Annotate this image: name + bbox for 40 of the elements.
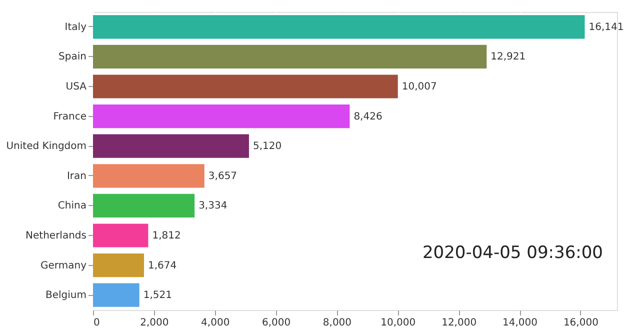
x-tick-label: 10,000 xyxy=(380,318,416,328)
bar xyxy=(93,15,585,39)
y-tick-label: Belgium xyxy=(46,290,86,302)
data-label: 1,674 xyxy=(148,260,177,272)
bar xyxy=(93,164,204,188)
data-label: 5,120 xyxy=(252,141,282,152)
data-label: 8,426 xyxy=(354,111,382,122)
data-label: 1,812 xyxy=(152,230,181,242)
y-tick-label: USA xyxy=(66,82,87,92)
data-label: 1,521 xyxy=(143,290,172,302)
data-label: 3,657 xyxy=(208,170,238,182)
annotation: 2020-04-05 09:36:00 xyxy=(422,243,603,263)
y-tick-label: Germany xyxy=(40,260,87,272)
x-tick-label: 12,000 xyxy=(442,318,477,328)
data-label: 10,007 xyxy=(402,82,437,92)
y-tick-label: United Kingdom xyxy=(6,141,86,152)
y-tick-label: Iran xyxy=(66,170,86,182)
x-tick-label: 14,000 xyxy=(502,318,538,328)
bar xyxy=(93,134,249,158)
x-tick-label: 2,000 xyxy=(140,318,169,328)
bar xyxy=(93,44,487,68)
bar xyxy=(93,224,148,248)
x-tick-label: 0 xyxy=(94,318,100,328)
bar xyxy=(93,283,140,307)
bar xyxy=(93,74,398,98)
data-label: 16,141 xyxy=(588,22,624,33)
x-tick-label: 16,000 xyxy=(563,318,598,328)
x-tick-label: 6,000 xyxy=(262,318,291,328)
y-tick-label: Spain xyxy=(58,52,86,63)
y-tick-label: France xyxy=(53,111,86,122)
y-tick-label: Italy xyxy=(64,22,87,33)
x-tick-label: 8,000 xyxy=(322,318,352,328)
x-tick-label: 4,000 xyxy=(201,318,230,328)
data-label: 3,334 xyxy=(198,200,228,212)
data-label: 12,921 xyxy=(490,52,526,63)
y-tick-label: China xyxy=(58,200,86,212)
bar xyxy=(93,194,195,218)
bar xyxy=(93,254,144,278)
bar xyxy=(93,104,350,128)
y-tick-label: Netherlands xyxy=(26,230,86,242)
